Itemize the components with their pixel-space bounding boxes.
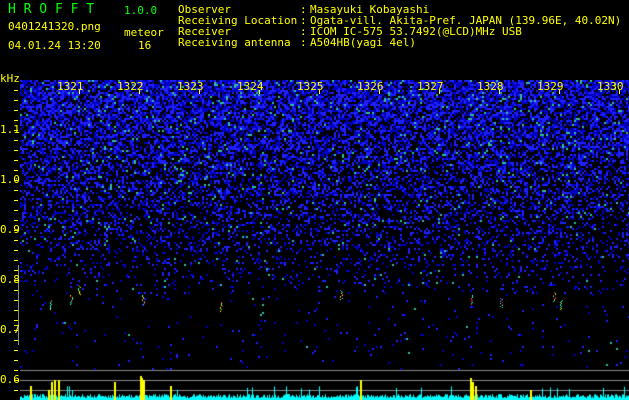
y-tick-label: 1.0 (0, 173, 20, 186)
y-tick-label: 1.1 (0, 123, 20, 136)
spectrogram (20, 80, 629, 370)
x-tick (559, 90, 560, 94)
x-tick-label: 1323 (177, 80, 204, 93)
app-title: H R O F F T (8, 2, 95, 17)
filename: 0401241320.png (8, 20, 101, 33)
axis-marker-line (18, 265, 19, 345)
y-tick (14, 290, 18, 291)
x-tick (499, 90, 500, 94)
x-tick (379, 90, 380, 94)
info-value: ICOM IC-575 53.7492(@LCD)MHz USB (310, 25, 522, 38)
x-tick (319, 90, 320, 94)
x-tick-label: 1324 (237, 80, 264, 93)
y-tick (14, 120, 18, 121)
x-tick (79, 90, 80, 94)
info-value: Ogata-vill. Akita-Pref. JAPAN (139.96E, … (310, 14, 622, 27)
y-tick (14, 150, 18, 151)
y-tick (14, 280, 18, 281)
y-tick (14, 360, 18, 361)
info-colon: : (300, 36, 307, 49)
y-tick-label: 0.7 (0, 323, 20, 336)
y-tick (14, 140, 18, 141)
y-tick (14, 160, 18, 161)
x-tick (199, 90, 200, 94)
x-tick-label: 1330 (597, 80, 624, 93)
y-tick (14, 100, 18, 101)
meteor-level-strip (20, 368, 629, 400)
y-tick (14, 350, 18, 351)
y-tick (14, 300, 18, 301)
x-tick (139, 90, 140, 94)
y-tick (14, 180, 18, 181)
y-tick (14, 170, 18, 171)
info-value: Masayuki Kobayashi (310, 3, 430, 16)
info-value: A504HB(yagi 4el) (310, 36, 416, 49)
y-tick (14, 380, 18, 381)
info-colon: : (300, 25, 307, 38)
y-tick (14, 260, 18, 261)
y-tick (14, 230, 18, 231)
y-tick (14, 200, 18, 201)
y-tick (14, 130, 18, 131)
y-tick-label: 0.8 (0, 273, 20, 286)
y-tick (14, 90, 18, 91)
y-tick (14, 310, 18, 311)
x-tick-label: 1326 (357, 80, 384, 93)
info-colon: : (300, 3, 307, 16)
info-label: Receiving antenna (178, 36, 291, 49)
x-tick (619, 90, 620, 94)
x-tick (439, 90, 440, 94)
x-tick-label: 1321 (57, 80, 84, 93)
y-unit-label: kHz (0, 72, 20, 85)
x-tick-label: 1329 (537, 80, 564, 93)
y-tick (14, 110, 18, 111)
y-tick-label: 0.9 (0, 223, 20, 236)
y-tick (14, 390, 18, 391)
y-tick (14, 250, 18, 251)
meteor-label: meteor (124, 26, 164, 39)
datetime: 04.01.24 13:20 (8, 39, 101, 52)
x-tick-label: 1325 (297, 80, 324, 93)
y-tick (14, 320, 18, 321)
y-tick (14, 190, 18, 191)
y-tick (14, 270, 18, 271)
meteor-count: 16 (138, 39, 152, 52)
info-colon: : (300, 14, 307, 27)
y-tick (14, 210, 18, 211)
app-version: 1.0.0 (124, 4, 158, 17)
y-tick (14, 220, 18, 221)
x-tick-label: 1328 (477, 80, 504, 93)
info-label: Receiver (178, 25, 231, 38)
x-tick-label: 1327 (417, 80, 444, 93)
x-tick-label: 1322 (117, 80, 144, 93)
x-tick (259, 90, 260, 94)
y-tick (14, 330, 18, 331)
y-tick (14, 340, 18, 341)
info-label: Receiving Location (178, 14, 298, 27)
y-tick (14, 370, 18, 371)
y-tick-label: 0.6 (0, 373, 20, 386)
y-tick (14, 240, 18, 241)
info-label: Observer (178, 3, 231, 16)
